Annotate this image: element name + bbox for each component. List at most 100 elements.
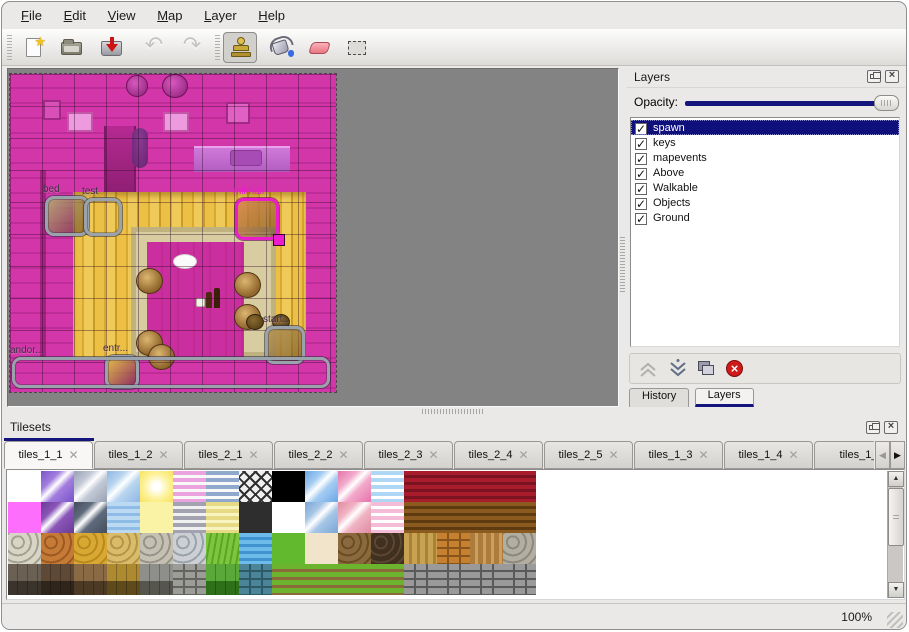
tilesets-close-button[interactable]: × (884, 420, 898, 434)
tab-history[interactable]: History (629, 388, 690, 407)
tileset-tab[interactable]: tiles_1_4 ✕ (724, 441, 813, 469)
tileset-tile[interactable] (140, 533, 173, 564)
opacity-slider-handle[interactable] (874, 95, 899, 111)
redo-button[interactable]: ↷ (174, 32, 208, 63)
tileset-tile[interactable] (437, 564, 470, 595)
tileset-tile[interactable] (404, 564, 437, 595)
layer-row-ground[interactable]: ✓ Ground (635, 212, 690, 226)
tileset-tab[interactable]: tiles_1_1 ✕ (4, 441, 93, 469)
tab-layers[interactable]: Layers (694, 388, 754, 407)
tileset-tile[interactable] (470, 564, 503, 595)
tileset-tile[interactable] (470, 533, 503, 564)
tileset-tile[interactable] (8, 502, 41, 533)
layer-list[interactable]: ✓ spawn ✓ keys ✓ mapevents ✓ Above ✓ Walkable… (630, 117, 900, 347)
layer-row-spawn[interactable]: ✓ spawn (631, 120, 899, 135)
tileset-tile[interactable] (107, 502, 140, 533)
tileset-tile[interactable] (404, 502, 437, 533)
tileset-tile[interactable] (305, 502, 338, 533)
layer-checkbox[interactable]: ✓ (635, 152, 647, 166)
eraser-button[interactable] (302, 32, 336, 63)
tileset-tile[interactable] (206, 502, 239, 533)
map-object-mikhail[interactable] (235, 198, 285, 246)
tileset-tile[interactable] (107, 471, 140, 502)
bucket-fill-button[interactable] (264, 32, 298, 63)
tab-close-icon[interactable]: ✕ (428, 448, 439, 462)
tileset-tile[interactable] (239, 564, 272, 595)
tileset-tile[interactable] (305, 471, 338, 502)
tileset-tile[interactable] (41, 471, 74, 502)
object-resize-handle[interactable] (273, 234, 285, 246)
opacity-slider[interactable] (685, 95, 899, 111)
map-canvas[interactable]: bed test mikhail start... entr... andor... (9, 73, 337, 393)
tab-close-icon[interactable]: ✕ (338, 448, 349, 462)
tileset-tile[interactable] (272, 471, 305, 502)
tileset-tab[interactable]: tiles_1_ (814, 441, 874, 469)
tileset-tile[interactable] (305, 533, 338, 564)
tileset-tile[interactable] (338, 533, 371, 564)
layer-checkbox[interactable]: ✓ (635, 167, 647, 181)
tileset-tile[interactable] (338, 471, 371, 502)
menu-map[interactable]: Map (157, 8, 183, 23)
tileset-tile[interactable] (206, 533, 239, 564)
vertical-scrollbar[interactable]: ▲ ▼ (887, 471, 904, 598)
layer-checkbox[interactable]: ✓ (635, 197, 647, 211)
open-file-button[interactable] (54, 32, 88, 63)
tileset-tile[interactable] (305, 564, 338, 595)
tileset-tile[interactable] (239, 533, 272, 564)
tab-close-icon[interactable]: ✕ (698, 448, 709, 462)
tileset-tile[interactable] (338, 564, 371, 595)
map-object-bed[interactable] (45, 196, 89, 236)
duplicate-layer-button[interactable] (694, 358, 718, 380)
layer-row-objects[interactable]: ✓ Objects (635, 197, 691, 211)
tileset-tile[interactable] (206, 471, 239, 502)
tilesets-float-button[interactable] (866, 421, 880, 434)
layers-panel-titlebar[interactable]: Layers × (627, 68, 905, 88)
tileset-tile[interactable] (8, 533, 41, 564)
tileset-tile[interactable] (503, 533, 536, 564)
tab-close-icon[interactable]: ✕ (788, 448, 799, 462)
menu-edit[interactable]: Edit (63, 8, 86, 23)
tileset-tile[interactable] (173, 502, 206, 533)
tileset-tile[interactable] (173, 533, 206, 564)
tab-close-icon[interactable]: ✕ (248, 448, 259, 462)
layer-checkbox[interactable]: ✓ (635, 212, 647, 226)
tileset-tile[interactable] (437, 471, 470, 502)
map-object-test[interactable] (84, 198, 122, 236)
tileset-tile[interactable] (74, 502, 107, 533)
scrollbar-thumb[interactable] (888, 488, 904, 546)
tileset-tile[interactable] (140, 471, 173, 502)
tileset-tile[interactable] (8, 471, 41, 502)
tileset-tile[interactable] (503, 471, 536, 502)
rect-select-button[interactable] (339, 32, 373, 63)
tileset-tile[interactable] (371, 533, 404, 564)
layers-float-button[interactable] (867, 70, 881, 83)
tileset-tile[interactable] (404, 533, 437, 564)
menu-layer[interactable]: Layer (204, 8, 237, 23)
scroll-down-button[interactable]: ▼ (888, 582, 904, 598)
tileset-tile[interactable] (41, 564, 74, 595)
tileset-tile[interactable] (437, 502, 470, 533)
tileset-tab[interactable]: tiles_1_3 ✕ (634, 441, 723, 469)
tileset-tile[interactable] (272, 502, 305, 533)
save-file-button[interactable] (94, 32, 128, 63)
vertical-splitter[interactable] (620, 237, 625, 292)
tileset-tile[interactable] (206, 564, 239, 595)
layer-row-walkable[interactable]: ✓ Walkable (635, 182, 698, 196)
undo-button[interactable]: ↶ (136, 32, 170, 63)
tileset-tile[interactable] (140, 502, 173, 533)
tileset-tab[interactable]: tiles_2_5 ✕ (544, 441, 633, 469)
stamp-brush-button[interactable] (223, 32, 257, 63)
horizontal-splitter[interactable] (422, 409, 484, 414)
tileset-tile[interactable] (107, 564, 140, 595)
tileset-view[interactable]: ▲ ▼ (6, 469, 905, 600)
layer-checkbox[interactable]: ✓ (635, 122, 647, 136)
tileset-tile[interactable] (74, 564, 107, 595)
map-object-andor[interactable] (12, 357, 330, 388)
layers-close-button[interactable]: × (885, 69, 899, 83)
tileset-tab[interactable]: tiles_2_3 ✕ (364, 441, 453, 469)
tab-close-icon[interactable]: ✕ (608, 448, 619, 462)
menu-file[interactable]: File (21, 8, 42, 23)
layer-row-keys[interactable]: ✓ keys (635, 137, 676, 151)
layer-row-above[interactable]: ✓ Above (635, 167, 685, 181)
tileset-tile[interactable] (470, 502, 503, 533)
